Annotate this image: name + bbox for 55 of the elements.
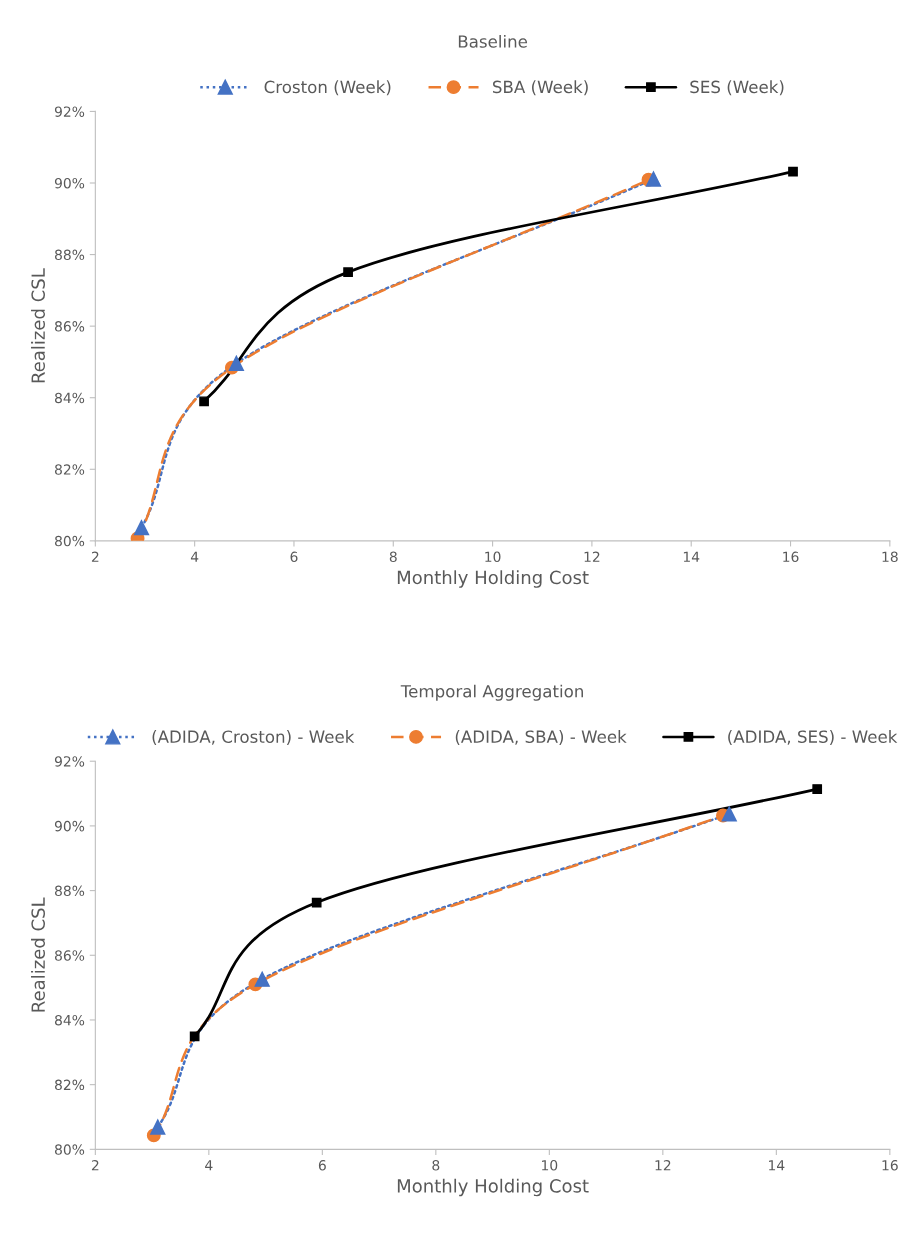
x-tick-label: 16	[783, 551, 799, 563]
x-tick-label: 16	[882, 1160, 898, 1171]
y-tick-label: 84%	[54, 1014, 85, 1026]
y-tick-label: 92%	[54, 106, 85, 117]
legend-label: Croston (Week)	[264, 80, 391, 96]
x-tick-label: 8	[389, 551, 397, 563]
y-tick-label: 86%	[54, 950, 85, 961]
y-tick-label: 82%	[54, 464, 85, 475]
legend-label: (ADIDA, SES) - Week	[728, 730, 898, 745]
point	[133, 519, 150, 536]
point	[254, 971, 270, 987]
point	[228, 355, 245, 372]
y-tick-label: 88%	[54, 885, 85, 897]
y-tick-label: 84%	[54, 392, 85, 404]
legend-label: (ADIDA, SBA) - Week	[455, 730, 627, 745]
x-tick-label: 12	[655, 1160, 671, 1171]
x-tick-label: 10	[485, 551, 501, 563]
legend-label: SES (Week)	[690, 80, 784, 96]
point	[343, 267, 353, 277]
point	[645, 171, 662, 187]
point	[150, 1119, 166, 1135]
x-tick-label: 14	[769, 1160, 785, 1171]
x-tick-label: 4	[190, 551, 199, 562]
x-tick-label: 8	[432, 1160, 440, 1171]
legend-label: SBA (Week)	[492, 80, 588, 96]
y-axis-title: Realized CSL	[31, 268, 45, 383]
point	[199, 396, 209, 407]
point	[721, 806, 737, 822]
x-tick-label: 12	[584, 551, 600, 562]
point	[812, 784, 823, 794]
x-tick-label: 4	[205, 1160, 213, 1171]
y-tick-label: 82%	[54, 1079, 85, 1091]
point	[189, 1031, 200, 1042]
y-tick-label: 80%	[54, 1144, 85, 1155]
x-tick-label: 14	[683, 551, 700, 562]
y-tick-label: 88%	[54, 249, 85, 261]
x-tick-label: 6	[290, 551, 298, 563]
point	[311, 897, 322, 908]
x-tick-label: 2	[91, 1160, 99, 1171]
x-axis-title: Monthly Holding Cost	[397, 570, 589, 588]
y-tick-label: 80%	[54, 535, 85, 547]
y-tick-label: 86%	[54, 321, 85, 332]
y-tick-label: 90%	[54, 177, 85, 189]
y-tick-label: 92%	[54, 756, 85, 767]
x-tick-label: 2	[91, 551, 99, 562]
x-tick-label: 18	[882, 551, 898, 563]
x-tick-label: 10	[542, 1160, 558, 1171]
y-tick-label: 90%	[54, 820, 85, 832]
legend-label: (ADIDA, Croston) - Week	[152, 730, 355, 745]
x-tick-label: 6	[318, 1160, 326, 1171]
y-axis-title: Realized CSL	[31, 897, 45, 1012]
x-axis-title: Monthly Holding Cost	[397, 1178, 589, 1197]
chart-title: Temporal Aggregation	[400, 684, 583, 701]
point	[788, 166, 798, 177]
chart-title: Baseline	[458, 34, 528, 48]
